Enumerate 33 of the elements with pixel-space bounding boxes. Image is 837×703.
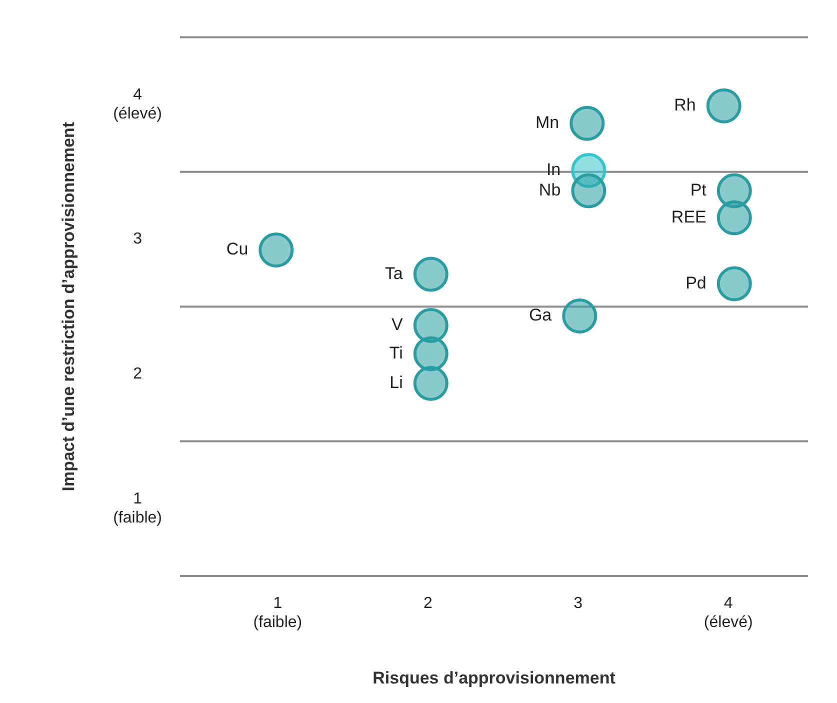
annotation: REE	[671, 207, 706, 226]
point	[413, 336, 448, 372]
annotation: V	[392, 315, 404, 334]
point	[570, 106, 605, 141]
annotation: In	[546, 160, 561, 180]
x-axis-title: Risques d’approvisionnement	[372, 668, 616, 688]
annotation: Pd	[686, 273, 706, 292]
point	[413, 256, 448, 292]
annotation: Mn	[536, 113, 560, 132]
x-tick-label: 3	[574, 595, 583, 612]
point	[716, 200, 752, 236]
annotation: Ga	[528, 306, 552, 325]
annotation: Rh	[674, 96, 696, 115]
annotation: Cu	[226, 240, 248, 259]
y-tick-label: 2	[133, 365, 142, 382]
y-tick-label: 3	[133, 230, 142, 248]
x-tick-label: 4 (élevé)	[704, 595, 753, 632]
point	[413, 366, 448, 401]
annotation: Pt	[690, 180, 707, 200]
point	[562, 298, 598, 334]
point	[716, 266, 752, 302]
y-tick-label: 1 (faible)	[113, 490, 162, 527]
point	[258, 232, 294, 268]
point	[706, 88, 742, 124]
point	[571, 173, 606, 208]
y-axis-title: Impact d’une restriction d’approvisionnement	[58, 122, 78, 492]
annotation: Li	[390, 373, 403, 392]
y-tick-label: 4 (élevé)	[113, 86, 162, 123]
annotation: Ti	[389, 343, 403, 362]
annotation: Nb	[538, 180, 561, 200]
x-tick-label: 2	[423, 595, 432, 612]
annotation: Ta	[384, 264, 404, 283]
x-tick-label: 1 (faible)	[253, 595, 302, 632]
